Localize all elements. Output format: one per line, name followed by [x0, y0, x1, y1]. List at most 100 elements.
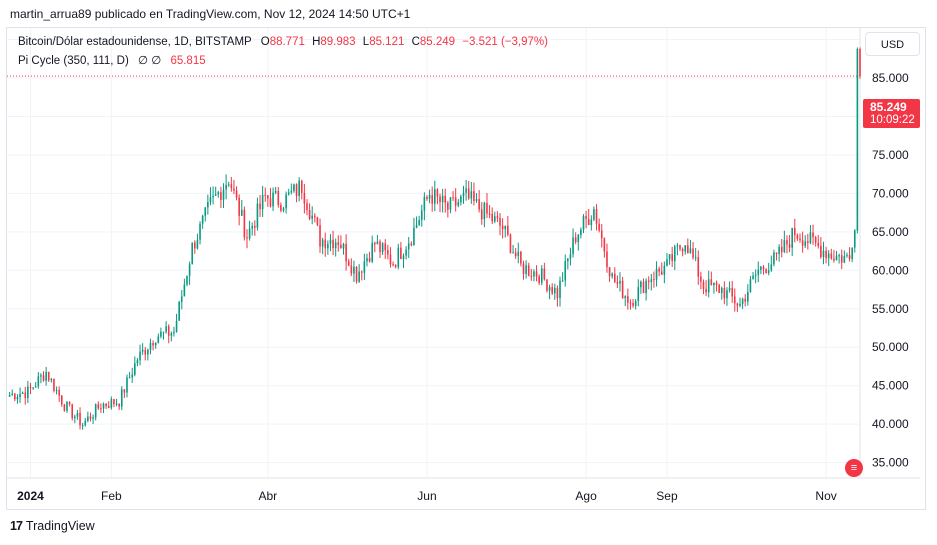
candle-body: [700, 276, 702, 282]
candle-body: [251, 225, 254, 229]
candle-body: [387, 250, 389, 255]
candle-body: [358, 271, 360, 282]
candle-body: [775, 252, 778, 254]
candle-body: [87, 416, 89, 421]
candle-body: [773, 252, 775, 265]
candle-body: [261, 194, 264, 210]
candle-body: [501, 225, 504, 230]
candle-body: [681, 248, 684, 252]
candle-body: [517, 251, 520, 257]
candle-body: [300, 180, 303, 193]
candle-body: [222, 189, 225, 200]
candle-body: [783, 240, 786, 253]
candle-body: [817, 242, 820, 246]
candle-body: [533, 271, 535, 277]
candle-body: [478, 199, 480, 210]
candle-body: [60, 395, 63, 405]
candle-body: [100, 408, 102, 410]
y-tick-label: 45.000: [872, 379, 909, 393]
candle-body: [94, 404, 97, 418]
candle-body: [543, 268, 546, 280]
candle-body: [567, 258, 569, 262]
indicator-value: 65.815: [170, 55, 206, 67]
candle-body: [55, 389, 58, 391]
candle-body: [624, 296, 627, 299]
change-value: −3.521 (−3,97%): [462, 36, 548, 48]
candle-body: [556, 287, 559, 299]
candle-body: [653, 279, 655, 281]
candle-body: [538, 276, 540, 283]
candle-body: [561, 280, 564, 282]
candle-body: [848, 255, 851, 259]
low-value: 85.121: [369, 36, 405, 48]
candle-body: [801, 240, 804, 246]
candle-body: [274, 190, 277, 193]
candle-body: [34, 386, 37, 388]
candle-body: [227, 184, 230, 186]
candle-body: [360, 271, 363, 273]
candle-body: [720, 288, 723, 293]
candle-body: [715, 282, 718, 285]
candle-body: [180, 296, 183, 302]
candle-body: [368, 258, 371, 262]
candle-body: [632, 302, 634, 306]
candle-body: [726, 290, 728, 299]
last-price-value: 85.249: [870, 100, 907, 114]
candle-body: [694, 257, 697, 259]
candle-body: [128, 377, 131, 379]
x-tick-label: 2024: [17, 489, 44, 503]
candle-body: [413, 227, 415, 246]
candle-body: [196, 239, 199, 249]
candle-body: [426, 196, 428, 199]
candle-body: [298, 180, 300, 196]
candle-body: [577, 234, 580, 243]
candle-body: [350, 265, 353, 274]
candle-body: [371, 242, 374, 262]
currency-button[interactable]: USD: [865, 32, 920, 56]
candle-body: [327, 243, 329, 249]
candle-body: [757, 269, 760, 275]
candle-body: [188, 264, 191, 276]
candle-body: [658, 268, 660, 272]
candle-body: [37, 376, 40, 387]
candle-body: [493, 216, 496, 222]
candle-body: [97, 404, 100, 409]
candle-body: [627, 296, 629, 303]
candle-body: [629, 302, 632, 304]
candle-body: [788, 244, 791, 248]
candle-body: [460, 196, 462, 203]
candle-body: [791, 227, 793, 248]
candle-body: [470, 191, 473, 199]
candle-body: [436, 189, 439, 197]
candle-body: [838, 255, 840, 257]
low-label: L: [362, 36, 370, 48]
candle-body: [290, 191, 293, 193]
candle-body: [147, 349, 149, 355]
candle-body: [11, 393, 14, 396]
candle-body: [342, 243, 345, 249]
candle-body: [569, 254, 572, 259]
indicator-name: Pi Cycle (350, 111, D): [18, 55, 129, 67]
y-tick-label: 40.000: [872, 417, 909, 431]
candle-body: [105, 403, 107, 407]
candle-body: [308, 209, 311, 219]
candle-body: [514, 252, 517, 257]
candle-body: [527, 265, 530, 276]
y-tick-label: 35.000: [872, 456, 909, 470]
candle-body: [444, 195, 447, 203]
events-icon[interactable]: ≡: [845, 459, 863, 477]
candle-body: [765, 269, 767, 274]
candle-body: [645, 280, 647, 294]
candle-body: [149, 343, 152, 350]
tradingview-logo-text: TradingView: [25, 519, 95, 533]
candle-body: [183, 284, 186, 297]
candle-body: [246, 237, 248, 239]
candle-body: [256, 203, 259, 228]
candle-body: [486, 202, 488, 214]
candle-body: [238, 197, 240, 216]
indicator-legend: Pi Cycle (350, 111, D) ∅ ∅ 65.815: [18, 53, 206, 67]
candle-body: [853, 230, 856, 248]
candle-body: [447, 202, 449, 210]
candle-body: [204, 207, 207, 216]
